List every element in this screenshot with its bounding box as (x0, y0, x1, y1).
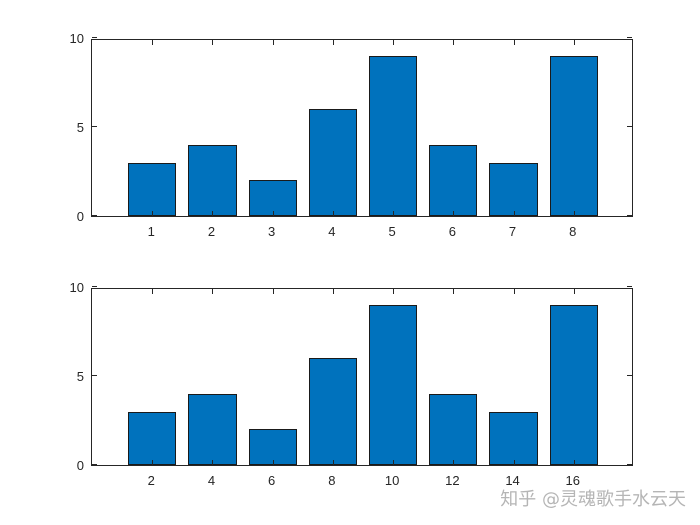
x-tick (152, 460, 154, 465)
x-tick (393, 40, 395, 45)
x-tick (453, 460, 455, 465)
x-tick-label: 6 (268, 473, 276, 488)
x-tick (453, 289, 455, 294)
x-tick (513, 211, 515, 216)
x-tick (573, 289, 575, 294)
x-tick (332, 40, 334, 45)
y-tick-label: 10 (69, 31, 84, 46)
x-tick (393, 211, 395, 216)
x-tick (212, 460, 214, 465)
x-tick-label: 8 (328, 473, 336, 488)
x-tick (332, 211, 334, 216)
x-tick (272, 211, 274, 216)
bar (128, 162, 177, 216)
x-tick-label: 16 (565, 473, 580, 488)
y-tick (627, 126, 632, 127)
axes-1 (91, 37, 633, 217)
bar (248, 180, 297, 216)
y-tick-label: 5 (76, 120, 84, 135)
x-tick-label: 12 (445, 473, 460, 488)
x-tick (272, 460, 274, 465)
bar (188, 393, 237, 465)
bar (549, 304, 598, 465)
bar (369, 304, 418, 465)
x-tick-label: 7 (508, 224, 517, 239)
y-tick-label: 5 (76, 369, 84, 384)
x-tick (513, 40, 515, 45)
x-tick (332, 289, 334, 294)
x-tick (393, 289, 395, 294)
y-tick (627, 286, 632, 287)
bar (188, 144, 237, 216)
x-tick (152, 211, 154, 216)
bar (369, 55, 418, 216)
y-tick (92, 375, 97, 376)
x-tick (212, 40, 214, 45)
bar (429, 144, 478, 216)
bar (308, 358, 357, 465)
x-tick-label: 4 (207, 473, 216, 488)
axes-2 (91, 286, 633, 466)
y-tick (627, 215, 632, 216)
watermark: 知乎 @灵魂歌手水云天 (500, 489, 686, 510)
y-tick (92, 37, 97, 38)
x-tick (332, 460, 334, 465)
x-tick-label: 6 (448, 224, 456, 239)
x-tick-label: 1 (147, 224, 155, 239)
bar (489, 162, 538, 216)
x-tick (212, 211, 214, 216)
y-tick (627, 375, 632, 376)
x-tick (272, 289, 274, 294)
x-tick (513, 460, 515, 465)
x-tick-label: 4 (328, 224, 336, 239)
x-tick (272, 40, 274, 45)
x-tick-label: 10 (384, 473, 400, 488)
bar (489, 411, 538, 465)
y-tick (92, 215, 97, 216)
x-tick (152, 40, 154, 45)
x-tick-label: 2 (207, 224, 216, 239)
bar (549, 55, 598, 216)
y-tick (627, 37, 632, 38)
x-tick-label: 2 (147, 473, 155, 488)
y-tick (92, 286, 97, 287)
y-tick-label: 10 (69, 280, 84, 295)
x-tick (573, 211, 575, 216)
x-tick (573, 460, 575, 465)
x-tick (573, 40, 575, 45)
y-tick (92, 464, 97, 465)
x-tick-label: 14 (505, 473, 520, 488)
bar (248, 429, 297, 465)
y-tick (92, 126, 97, 127)
y-tick (627, 464, 632, 465)
x-tick (453, 211, 455, 216)
y-tick-label: 0 (76, 209, 84, 224)
x-tick (152, 289, 154, 294)
y-tick-label: 0 (76, 458, 84, 473)
x-tick-label: 5 (388, 224, 396, 239)
x-tick-label: 8 (569, 224, 577, 239)
bar (308, 109, 357, 216)
x-tick (513, 289, 515, 294)
x-tick (393, 460, 395, 465)
bar (128, 411, 177, 465)
bar (429, 393, 478, 465)
x-tick (453, 40, 455, 45)
x-tick (212, 289, 214, 294)
x-tick-label: 3 (268, 224, 276, 239)
